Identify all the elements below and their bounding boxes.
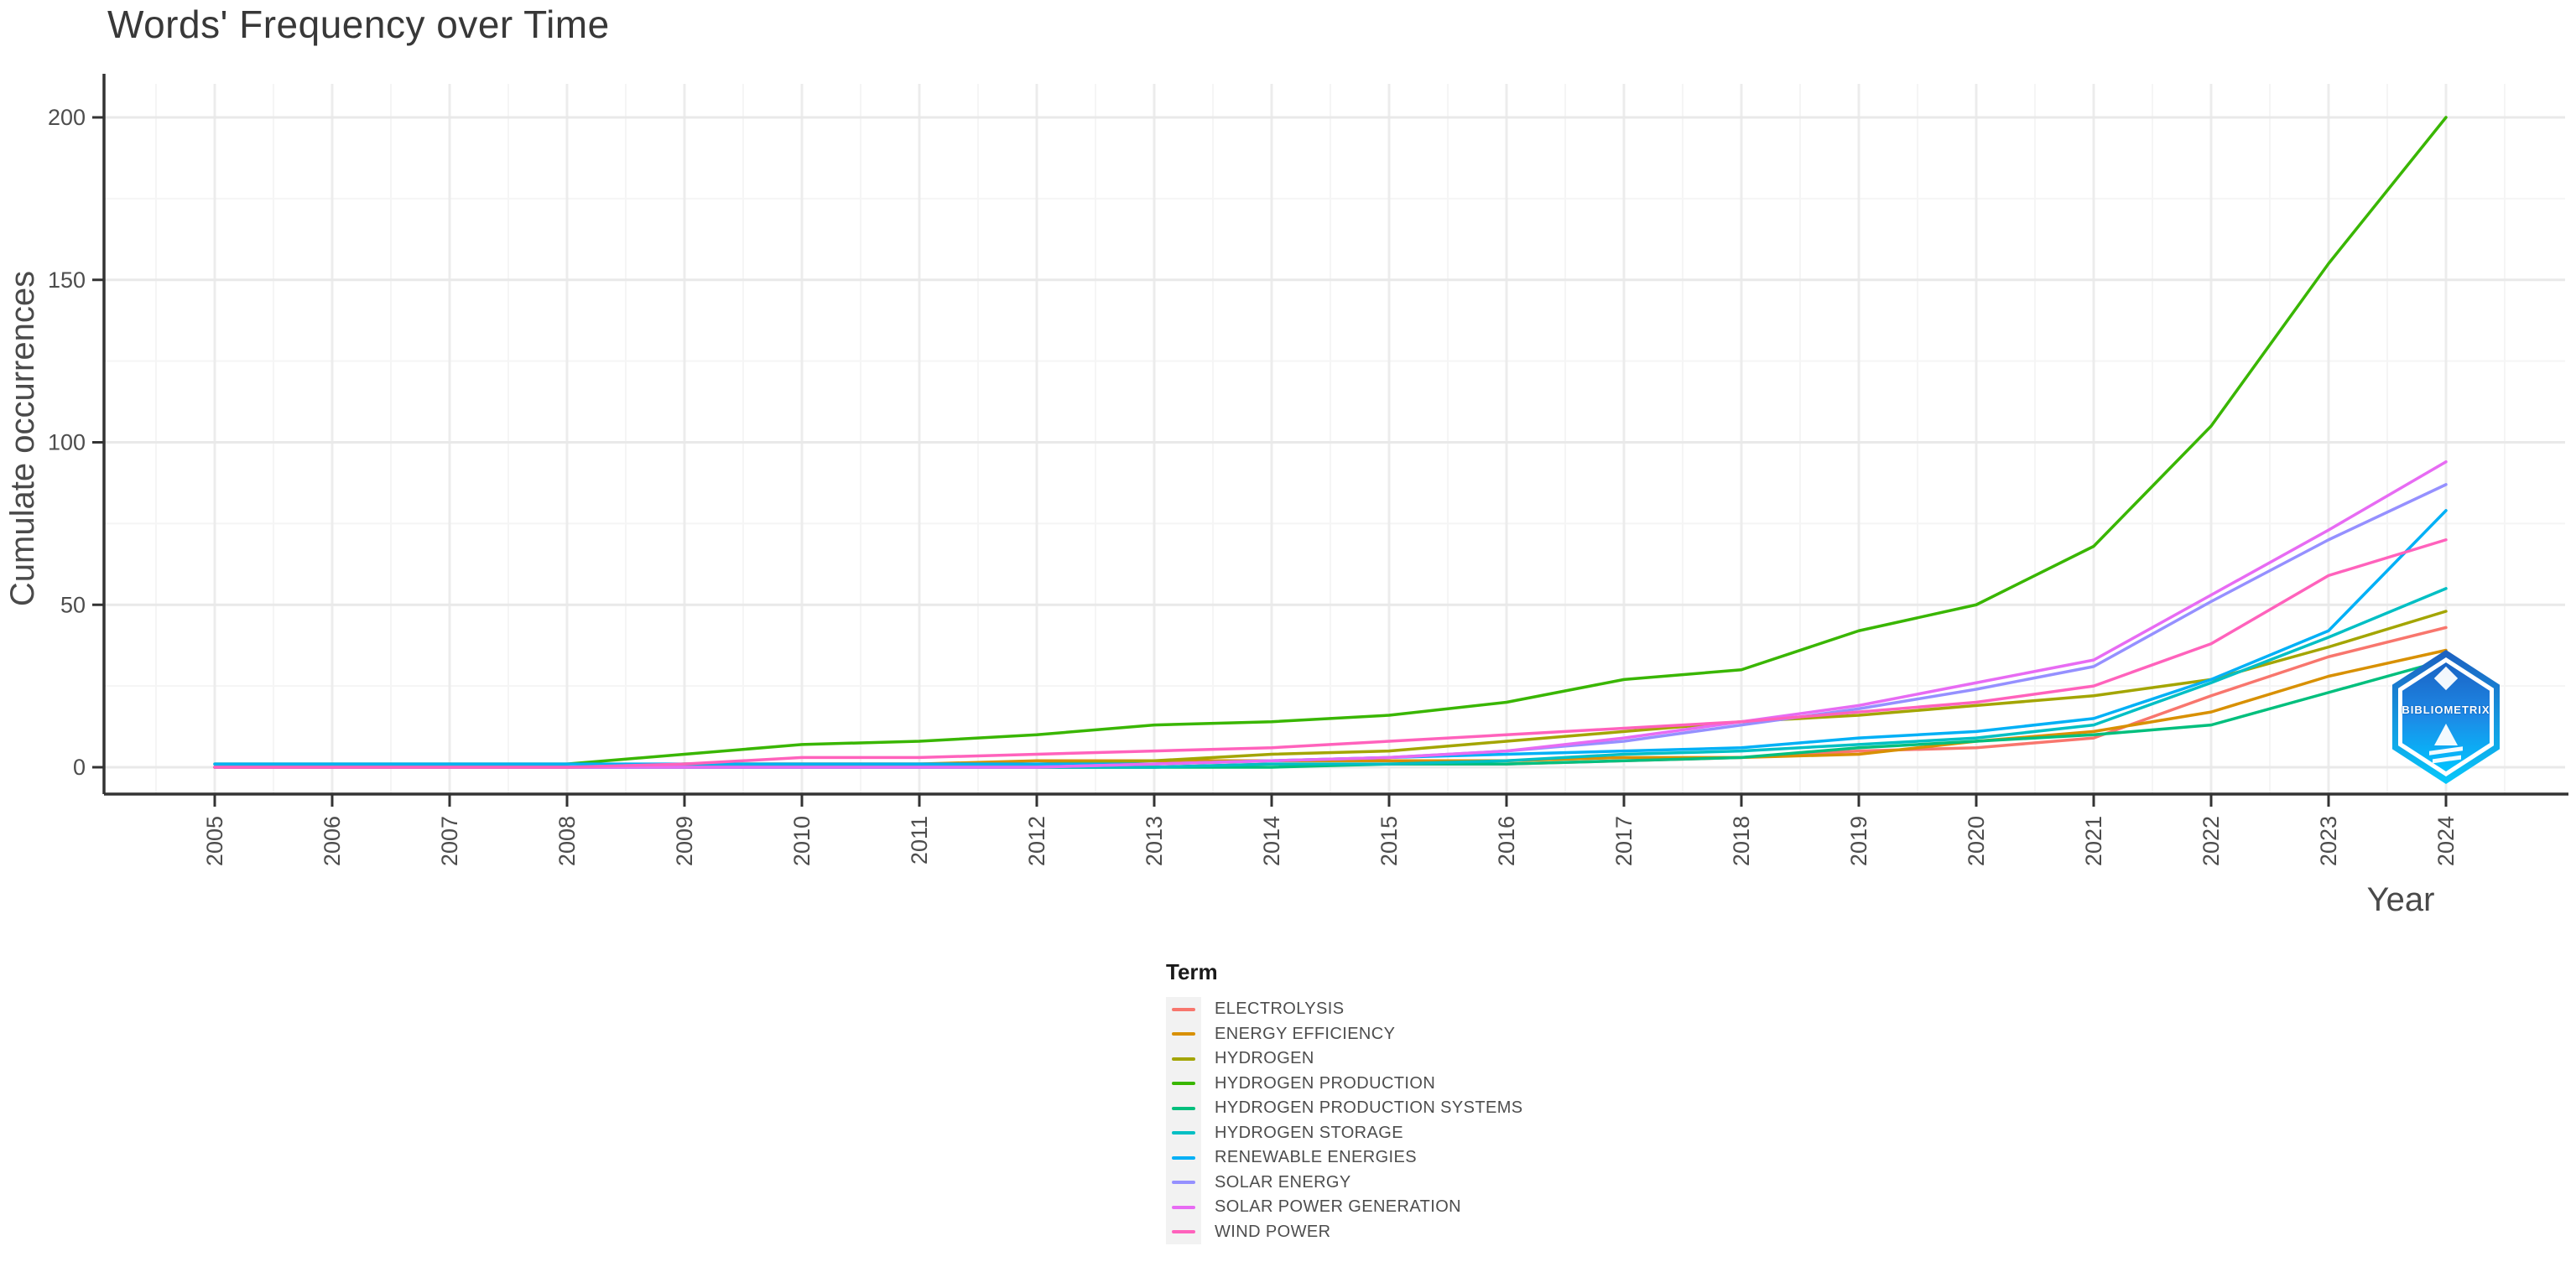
legend-color-line xyxy=(1172,1205,1195,1209)
series-line-wind-power xyxy=(213,538,2448,769)
x-tick-label: 2012 xyxy=(1024,816,1049,866)
legend-title: Term xyxy=(1166,959,1218,984)
x-tick-label: 2019 xyxy=(1846,816,1871,866)
legend-item-hydrogen-storage: HYDROGEN STORAGE xyxy=(1166,1120,1523,1145)
legend-key xyxy=(1166,1071,1201,1096)
legend-label: WIND POWER xyxy=(1215,1222,1331,1241)
legend-label: HYDROGEN PRODUCTION xyxy=(1215,1073,1436,1093)
legend-key xyxy=(1166,1096,1201,1121)
x-tick-label: 2008 xyxy=(554,816,580,866)
y-tick-labels: 0 50 100 150 200 xyxy=(48,105,86,780)
series-line-hydrogen-production xyxy=(213,116,2448,766)
legend-item-hydrogen-production-systems: HYDROGEN PRODUCTION SYSTEMS xyxy=(1166,1096,1523,1121)
x-tick-label: 2017 xyxy=(1611,816,1637,866)
y-axis-title: Cumulate occurrences xyxy=(4,271,41,606)
x-tick-label: 2009 xyxy=(672,816,697,866)
legend-label: SOLAR POWER GENERATION xyxy=(1215,1197,1462,1217)
x-tick-label: 2021 xyxy=(2081,816,2106,866)
x-tick-label: 2007 xyxy=(437,816,462,866)
legend-key xyxy=(1166,1145,1201,1171)
x-tick-label: 2022 xyxy=(2199,816,2224,866)
x-tick-labels: 2005 2006 2007 2008 2009 2010 2011 2012 2013 2014… xyxy=(202,816,2459,866)
x-tick-label: 2020 xyxy=(1964,816,1989,866)
legend-item-renewable-energies: RENEWABLE ENERGIES xyxy=(1166,1145,1523,1171)
x-tick-label: 2006 xyxy=(320,816,345,866)
x-tick-label: 2005 xyxy=(202,816,227,866)
legend-label: ELECTROLYSIS xyxy=(1215,1000,1345,1019)
x-tick-label: 2016 xyxy=(1494,816,1519,866)
legend-key xyxy=(1166,1021,1201,1046)
legend-key xyxy=(1166,1046,1201,1072)
legend-label: HYDROGEN PRODUCTION SYSTEMS xyxy=(1215,1098,1523,1118)
chart-title: Words' Frequency over Time xyxy=(107,3,610,46)
legend-item-electrolysis: ELECTROLYSIS xyxy=(1166,997,1523,1022)
legend-item-solar-energy: SOLAR ENERGY xyxy=(1166,1170,1523,1195)
x-tick-label: 2023 xyxy=(2316,816,2341,866)
legend-label: ENERGY EFFICIENCY xyxy=(1215,1024,1396,1043)
y-tick-label: 150 xyxy=(48,267,86,293)
legend-key xyxy=(1166,1170,1201,1195)
x-tick-label: 2018 xyxy=(1729,816,1754,866)
y-tick-label: 200 xyxy=(48,105,86,130)
legend-key xyxy=(1166,997,1201,1022)
legend-color-line xyxy=(1172,1230,1195,1234)
axis-ticks xyxy=(92,116,2448,807)
y-tick-label: 50 xyxy=(60,592,86,617)
legend-key xyxy=(1166,1219,1201,1244)
legend-item-hydrogen: HYDROGEN xyxy=(1166,1046,1523,1072)
legend-color-line xyxy=(1172,1032,1195,1036)
x-tick-label: 2011 xyxy=(907,816,932,865)
legend-label: SOLAR ENERGY xyxy=(1215,1172,1351,1192)
legend-color-line xyxy=(1172,1106,1195,1110)
legend-color-line xyxy=(1172,1131,1195,1135)
legend-color-line xyxy=(1172,1007,1195,1011)
legend-color-line xyxy=(1172,1181,1195,1185)
x-tick-label: 2013 xyxy=(1142,816,1167,866)
x-tick-label: 2024 xyxy=(2433,816,2459,866)
legend-item-energy-efficiency: ENERGY EFFICIENCY xyxy=(1166,1021,1523,1046)
legend-label: HYDROGEN xyxy=(1215,1049,1314,1068)
x-axis-title: Year xyxy=(2367,881,2435,918)
x-tick-label: 2014 xyxy=(1259,816,1284,866)
legend-item-hydrogen-production: HYDROGEN PRODUCTION xyxy=(1166,1071,1523,1096)
bibliometrix-logo: BIBLIOMETRIX xyxy=(2392,650,2500,784)
y-tick-label: 100 xyxy=(48,430,86,455)
x-tick-label: 2010 xyxy=(789,816,814,866)
legend-color-line xyxy=(1172,1082,1195,1086)
legend-item-wind-power: WIND POWER xyxy=(1166,1219,1523,1244)
legend-key xyxy=(1166,1195,1201,1220)
legend-label: HYDROGEN STORAGE xyxy=(1215,1123,1403,1142)
legend-item-solar-power-generation: SOLAR POWER GENERATION xyxy=(1166,1195,1523,1220)
legend-color-line xyxy=(1172,1155,1195,1160)
axis-lines xyxy=(102,74,2568,796)
legend-key xyxy=(1166,1120,1201,1145)
legend-label: RENEWABLE ENERGIES xyxy=(1215,1148,1417,1167)
logo-wordmark: BIBLIOMETRIX xyxy=(2402,704,2490,716)
series-lines xyxy=(213,116,2448,769)
legend-color-line xyxy=(1172,1057,1195,1061)
y-tick-label: 0 xyxy=(73,755,86,780)
legend: Term ELECTROLYSIS ENERGY EFFICIENCY HYDROG… xyxy=(1166,959,1523,1244)
x-tick-label: 2015 xyxy=(1376,816,1402,866)
legend-items: ELECTROLYSIS ENERGY EFFICIENCY HYDROGEN HYD… xyxy=(1166,997,1523,1244)
